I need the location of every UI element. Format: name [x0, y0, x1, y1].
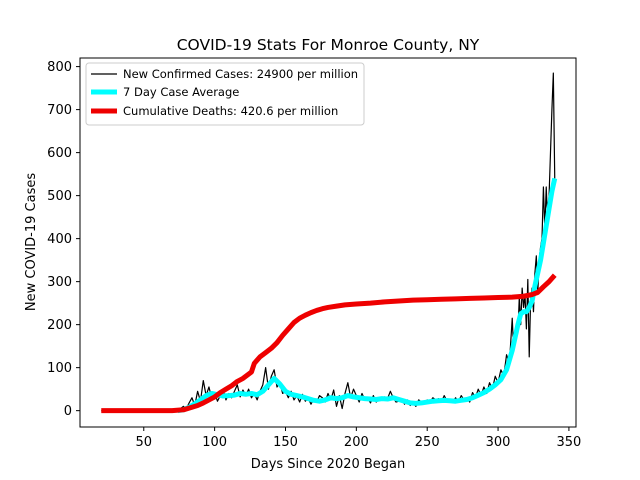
y-tick-label: 600	[47, 146, 72, 161]
legend-label-new-cases: New Confirmed Cases: 24900 per million	[123, 67, 358, 81]
x-tick-label: 100	[202, 435, 227, 450]
y-tick-label: 500	[47, 189, 72, 204]
x-tick-label: 200	[344, 435, 369, 450]
legend-label-cumulative-deaths: Cumulative Deaths: 420.6 per million	[123, 104, 338, 118]
plot-frame	[79, 57, 577, 428]
y-tick-label: 800	[47, 60, 72, 75]
legend: New Confirmed Cases: 24900 per million 7…	[85, 62, 365, 126]
x-tick-label: 50	[135, 435, 152, 450]
y-axis: 0 100 200 300 400 500 600 700 800	[47, 60, 80, 419]
series-line-7-day-average	[177, 177, 558, 414]
y-tick-label: 200	[47, 318, 72, 333]
chart-title: COVID-19 Stats For Monroe County, NY	[177, 36, 480, 54]
series-line-cumulative-deaths	[101, 273, 557, 414]
y-tick-label: 400	[47, 232, 72, 247]
x-axis-title: Days Since 2020 Began	[251, 457, 406, 472]
y-tick-label: 0	[64, 404, 72, 419]
x-tick-label: 350	[557, 435, 582, 450]
legend-label-7-day-average: 7 Day Case Average	[123, 85, 239, 99]
y-tick-label: 100	[47, 361, 72, 376]
x-axis: 50 100 150 200 250 300 350	[135, 427, 581, 450]
x-tick-label: 150	[273, 435, 298, 450]
y-axis-title: New COVID-19 Cases	[24, 173, 39, 311]
x-tick-label: 250	[415, 435, 440, 450]
x-tick-label: 300	[486, 435, 511, 450]
legend-box	[85, 62, 365, 126]
y-tick-label: 300	[47, 275, 72, 290]
series-layer	[101, 72, 558, 414]
y-tick-label: 700	[47, 103, 72, 118]
